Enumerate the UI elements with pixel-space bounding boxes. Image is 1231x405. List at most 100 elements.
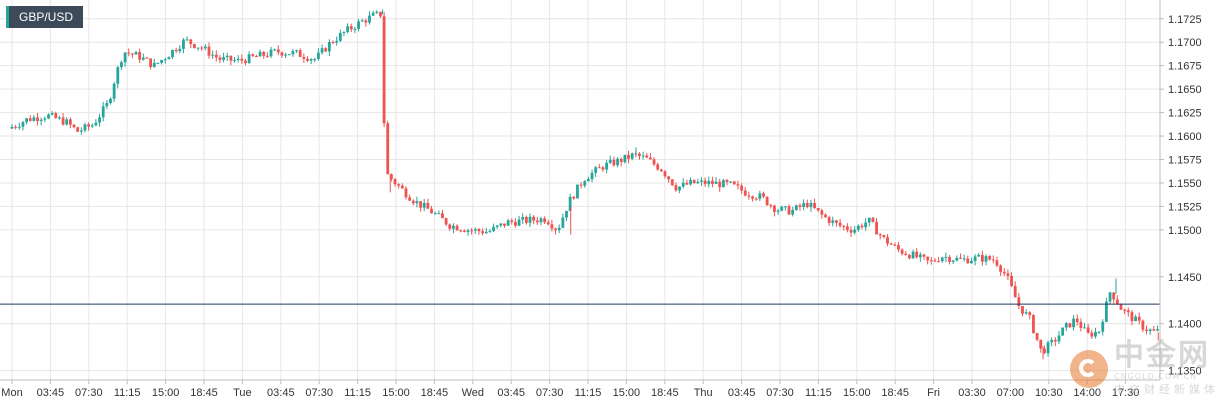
- time-tick-label: 07:30: [75, 387, 103, 399]
- candle-body: [349, 26, 353, 30]
- candle-body: [554, 228, 557, 231]
- candle-body: [696, 181, 700, 184]
- time-tick-label: 10:30: [1035, 387, 1063, 399]
- candle-body: [827, 217, 831, 223]
- candle-body: [970, 260, 973, 264]
- time-tick-label: 11:15: [114, 387, 141, 399]
- candle-body: [327, 42, 331, 52]
- candle-body: [955, 257, 959, 261]
- candle-body: [937, 261, 940, 263]
- candle-body: [824, 214, 827, 218]
- candle-body: [371, 12, 375, 16]
- candle-body: [1152, 329, 1156, 331]
- candle-body: [342, 31, 346, 33]
- candle-body: [539, 218, 543, 223]
- candle-body: [798, 205, 802, 207]
- candle-body: [860, 225, 864, 228]
- candle-body: [90, 125, 94, 127]
- candle-body: [422, 202, 426, 208]
- candle-body: [174, 49, 178, 52]
- candle-body: [689, 179, 692, 185]
- candle-body: [835, 220, 838, 223]
- time-tick-label: Fri: [927, 387, 940, 399]
- candle-body: [889, 243, 893, 245]
- candle-body: [802, 203, 806, 207]
- candle-body: [324, 48, 328, 52]
- candle-body: [627, 154, 630, 159]
- candle-body: [510, 220, 514, 222]
- candle-body: [295, 50, 298, 52]
- candle-body: [1137, 316, 1141, 321]
- price-tick-label: 1.1500: [1168, 225, 1202, 237]
- candle-body: [419, 201, 422, 208]
- price-axis[interactable]: 1.1725 1.1700 1.1675 1.1650 1.1625 1.1600 1.15…: [1159, 0, 1231, 405]
- time-tick-label: 15:00: [152, 387, 180, 399]
- candle-body: [379, 11, 382, 17]
- candle-body: [317, 52, 320, 59]
- candle-body: [649, 157, 652, 160]
- candle-body: [426, 202, 430, 209]
- candle-body: [678, 186, 681, 191]
- candle-body: [466, 230, 470, 232]
- candle-body: [320, 48, 324, 53]
- candle-body: [10, 126, 14, 129]
- candle-body: [1141, 320, 1145, 330]
- candle-body: [1130, 312, 1134, 322]
- candle-body: [794, 205, 798, 210]
- candle-body: [462, 230, 466, 232]
- candle-body: [601, 167, 605, 170]
- candle-body: [291, 51, 295, 55]
- candle-body: [273, 49, 277, 51]
- candle-body: [980, 254, 984, 262]
- candle-body: [893, 244, 897, 246]
- candle-body: [276, 49, 280, 53]
- candle-body: [58, 117, 61, 119]
- candle-body: [189, 39, 193, 44]
- time-axis[interactable]: Mon 03:45 07:30 11:15 15:00 18:45 Tue 03:45 07:3…: [0, 379, 1160, 399]
- candle-body: [203, 46, 207, 49]
- candle-body: [484, 231, 488, 234]
- candle-body: [831, 220, 835, 223]
- candle-body: [218, 57, 222, 60]
- symbol-badge[interactable]: GBP/USD: [6, 6, 84, 28]
- candle-body: [543, 218, 547, 223]
- candle-body: [605, 162, 609, 170]
- candle-body: [853, 229, 857, 233]
- candle-body: [287, 54, 291, 56]
- candle-body: [262, 51, 266, 56]
- candle-body: [594, 167, 598, 173]
- candle-body: [561, 217, 565, 228]
- candle-body: [875, 221, 878, 235]
- candle-body: [765, 196, 769, 206]
- candle-body: [685, 182, 689, 185]
- candle-body: [83, 124, 87, 131]
- candle-body: [229, 55, 233, 61]
- time-tick-label: 03:45: [497, 387, 525, 399]
- candle-body: [1010, 275, 1013, 286]
- candle-body: [196, 47, 200, 49]
- candle-body: [39, 119, 43, 122]
- candle-body: [1086, 327, 1090, 333]
- candle-body: [886, 237, 889, 244]
- time-tick-label: 07:30: [766, 387, 794, 399]
- time-tick-label: 15:00: [613, 387, 641, 399]
- candle-body: [68, 119, 72, 125]
- candle-body: [692, 179, 696, 184]
- candle-body: [1046, 342, 1050, 354]
- candle-body: [813, 203, 816, 209]
- candle-body: [1072, 318, 1075, 328]
- candle-body: [284, 54, 287, 56]
- candle-body: [670, 179, 674, 186]
- candle-body: [820, 210, 824, 215]
- candle-body: [120, 62, 123, 68]
- candle-body: [404, 188, 408, 198]
- candle-body: [353, 28, 357, 30]
- candle-body: [145, 57, 149, 59]
- candle-body: [138, 52, 142, 60]
- candle-body: [127, 52, 131, 54]
- candle-body: [878, 234, 882, 236]
- candle-body: [773, 205, 776, 212]
- candle-body: [411, 200, 415, 204]
- candle-body: [700, 180, 703, 182]
